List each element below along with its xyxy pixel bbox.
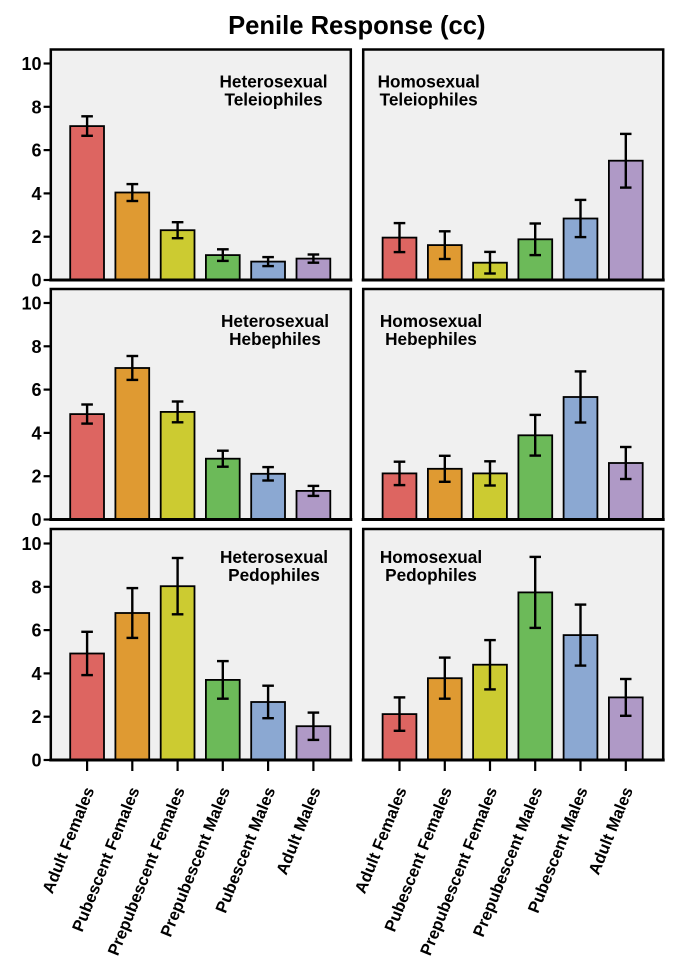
svg-text:4: 4 bbox=[31, 423, 41, 443]
svg-text:Homosexual: Homosexual bbox=[380, 547, 482, 567]
svg-text:10: 10 bbox=[21, 54, 41, 74]
svg-text:Pedophiles: Pedophiles bbox=[385, 565, 477, 585]
svg-text:Pedophiles: Pedophiles bbox=[228, 565, 320, 585]
svg-text:6: 6 bbox=[31, 621, 41, 641]
svg-text:Hebephiles: Hebephiles bbox=[229, 329, 321, 349]
svg-text:10: 10 bbox=[21, 294, 41, 314]
svg-text:8: 8 bbox=[31, 97, 41, 117]
svg-text:2: 2 bbox=[31, 227, 41, 247]
svg-text:10: 10 bbox=[21, 534, 41, 554]
svg-text:2: 2 bbox=[31, 467, 41, 487]
svg-text:Hebephiles: Hebephiles bbox=[385, 329, 477, 349]
svg-text:0: 0 bbox=[31, 751, 41, 771]
svg-text:Heterosexual: Heterosexual bbox=[220, 547, 328, 567]
svg-text:6: 6 bbox=[31, 380, 41, 400]
svg-text:Homosexual: Homosexual bbox=[378, 71, 480, 91]
svg-text:8: 8 bbox=[31, 337, 41, 357]
svg-text:6: 6 bbox=[31, 141, 41, 161]
svg-text:Teleiophiles: Teleiophiles bbox=[224, 89, 322, 109]
svg-text:2: 2 bbox=[31, 707, 41, 727]
svg-text:Teleiophiles: Teleiophiles bbox=[380, 89, 478, 109]
svg-text:Penile Response (cc): Penile Response (cc) bbox=[228, 12, 485, 40]
svg-text:0: 0 bbox=[31, 510, 41, 530]
svg-text:Homosexual: Homosexual bbox=[380, 311, 482, 331]
svg-text:0: 0 bbox=[31, 271, 41, 291]
svg-text:Heterosexual: Heterosexual bbox=[221, 311, 329, 331]
svg-text:4: 4 bbox=[31, 664, 41, 684]
svg-text:Heterosexual: Heterosexual bbox=[220, 71, 328, 91]
svg-text:8: 8 bbox=[31, 577, 41, 597]
svg-text:4: 4 bbox=[31, 184, 41, 204]
